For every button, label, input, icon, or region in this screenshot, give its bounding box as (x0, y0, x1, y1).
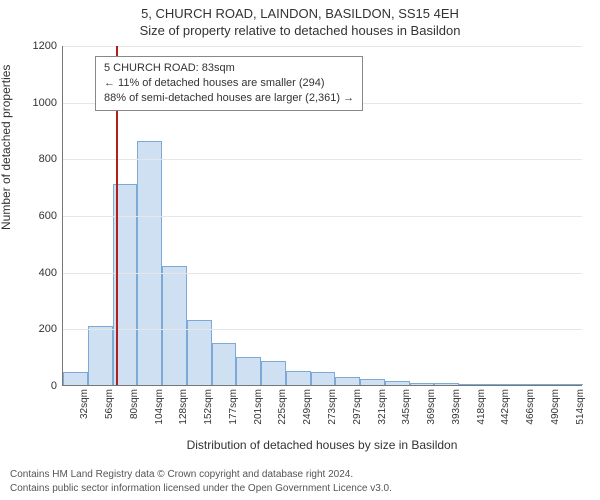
y-tick-label: 400 (39, 267, 57, 279)
x-tick-label: 225sqm (277, 389, 288, 425)
histogram-bar (63, 372, 88, 385)
x-tick-label: 128sqm (178, 389, 189, 425)
histogram-bar (385, 381, 410, 385)
gridline (63, 159, 582, 160)
x-tick-label: 369sqm (426, 389, 437, 425)
y-tick-label: 200 (39, 323, 57, 335)
gridline (63, 216, 582, 217)
gridline (63, 329, 582, 330)
histogram-bar (261, 361, 286, 385)
histogram-bar (484, 384, 509, 385)
y-axis-label: Number of detached properties (0, 65, 13, 230)
y-tick-label: 1200 (33, 40, 57, 52)
title-address: 5, CHURCH ROAD, LAINDON, BASILDON, SS15 … (0, 6, 600, 21)
histogram-bar (162, 266, 187, 385)
x-tick-label: 345sqm (401, 389, 412, 425)
annotation-line-3: 88% of semi-detached houses are larger (… (104, 91, 354, 106)
histogram-bar (311, 372, 336, 385)
histogram-bar (335, 377, 360, 386)
chart-plot-area: 32sqm56sqm80sqm104sqm128sqm152sqm177sqm2… (62, 46, 582, 386)
x-tick-label: 514sqm (575, 389, 586, 425)
x-tick-label: 393sqm (451, 389, 462, 425)
y-tick-label: 0 (51, 380, 57, 392)
x-tick-label: 32sqm (79, 389, 90, 419)
x-tick-label: 321sqm (377, 389, 388, 425)
gridline (63, 46, 582, 47)
histogram-bar (558, 384, 583, 385)
histogram-bar (410, 383, 435, 385)
y-tick-label: 600 (39, 210, 57, 222)
x-tick-label: 490sqm (550, 389, 561, 425)
histogram-bar (212, 343, 237, 386)
x-tick-label: 177sqm (228, 389, 239, 425)
x-tick-label: 466sqm (525, 389, 536, 425)
gridline (63, 273, 582, 274)
histogram-bar (137, 141, 162, 385)
histogram-bar (286, 371, 311, 385)
x-tick-label: 442sqm (500, 389, 511, 425)
x-tick-label: 273sqm (327, 389, 338, 425)
x-tick-label: 56sqm (104, 389, 115, 419)
x-tick-label: 418sqm (476, 389, 487, 425)
x-tick-label: 249sqm (302, 389, 313, 425)
histogram-bar (434, 383, 459, 385)
histogram-bar (509, 384, 534, 385)
y-tick-label: 1000 (33, 97, 57, 109)
x-tick-label: 152sqm (203, 389, 214, 425)
x-tick-label: 80sqm (129, 389, 140, 419)
annotation-line-2: ← 11% of detached houses are smaller (29… (104, 76, 354, 91)
title-subtitle: Size of property relative to detached ho… (0, 23, 600, 38)
annotation-line-1: 5 CHURCH ROAD: 83sqm (104, 61, 354, 76)
histogram-bar (236, 357, 261, 385)
x-tick-label: 297sqm (352, 389, 363, 425)
x-axis-label: Distribution of detached houses by size … (62, 438, 582, 452)
histogram-bar (533, 384, 558, 385)
histogram-bar (459, 384, 484, 385)
y-tick-label: 800 (39, 153, 57, 165)
x-tick-label: 104sqm (154, 389, 165, 425)
x-tick-label: 201sqm (253, 389, 264, 425)
footer-copyright-2: Contains public sector information licen… (10, 483, 392, 494)
footer-copyright-1: Contains HM Land Registry data © Crown c… (10, 469, 353, 480)
histogram-bar (360, 379, 385, 385)
histogram-bar (88, 326, 113, 386)
annotation-box: 5 CHURCH ROAD: 83sqm ← 11% of detached h… (95, 56, 363, 111)
